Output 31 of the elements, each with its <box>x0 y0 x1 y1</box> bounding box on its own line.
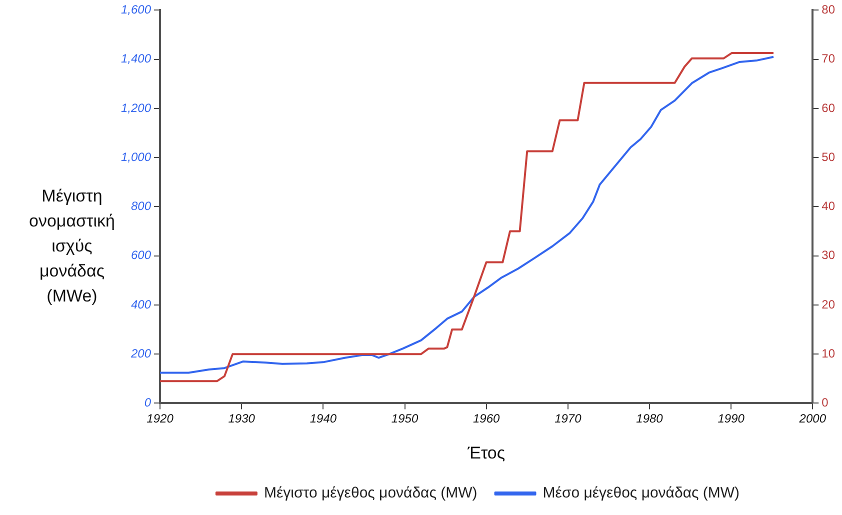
x-tick-label: 1940 <box>310 412 337 426</box>
y2-tick-label: 70 <box>822 52 836 66</box>
y-tick-label: 1,200 <box>121 100 152 115</box>
y-tick-label: 1,000 <box>121 150 152 164</box>
y-tick-label: 800 <box>131 199 152 214</box>
y2-tick-label: 20 <box>822 297 836 312</box>
y-tick-label: 600 <box>131 248 152 262</box>
y2-tick-label: 40 <box>822 199 836 214</box>
y-tick-label: 1,400 <box>121 52 152 66</box>
x-tick-label: 1950 <box>391 412 418 426</box>
y-tick-label: 0 <box>144 396 152 410</box>
x-tick-label: 1930 <box>228 412 256 426</box>
legend-label: Μέσο μέγεθος μονάδας (MW) <box>542 484 740 502</box>
x-tick-label: 2000 <box>798 412 826 426</box>
y-axis-title: Μέγιστη ονομαστική ισχύς μονάδας (MWe) <box>29 186 115 306</box>
x-tick-label: 1960 <box>472 412 500 426</box>
x-axis-title: Έτος <box>466 443 506 462</box>
y-tick-label: 400 <box>131 297 152 312</box>
legend-label: Μέγιστο μέγεθος μονάδας (MW) <box>264 484 478 502</box>
y-tick-label: 200 <box>130 346 152 360</box>
y2-tick-label: 80 <box>822 2 836 17</box>
x-tick-label: 1980 <box>636 412 664 426</box>
y2-tick-label: 60 <box>822 100 836 115</box>
y2-tick-label: 10 <box>822 346 836 360</box>
y2-tick-label: 30 <box>822 248 836 262</box>
y-tick-label: 1,600 <box>121 2 152 17</box>
y2-tick-label: 50 <box>822 150 836 164</box>
x-tick-label: 1990 <box>718 412 745 426</box>
y2-tick-label: 0 <box>822 396 829 410</box>
x-tick-label: 1970 <box>554 412 582 426</box>
x-tick-label: 1920 <box>146 412 174 426</box>
